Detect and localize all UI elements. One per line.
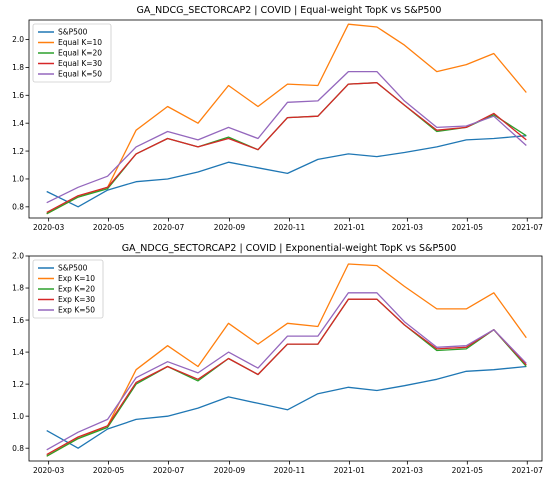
legend-label: Equal K=50 — [58, 70, 102, 79]
series-line-exp-k-10 — [46, 263, 527, 457]
plot-frame — [28, 19, 543, 219]
y-tick-label: 0.8 — [12, 444, 24, 453]
y-tick-label: 1.0 — [12, 175, 24, 184]
x-tick-label: 2021-01 — [334, 466, 366, 475]
series-line-equal-k-10 — [46, 23, 527, 215]
y-tick-label: 1.4 — [12, 119, 24, 128]
x-tick-label: 2021-03 — [392, 223, 424, 232]
y-tick-label: 1.8 — [12, 63, 24, 72]
legend-box — [32, 259, 104, 319]
x-tick-label: 2020-05 — [93, 223, 125, 232]
x-tick-label: 2020-03 — [33, 466, 65, 475]
series-line-exp-k-50 — [46, 292, 527, 451]
x-tick-label: 2020-05 — [93, 466, 125, 475]
exponential-weight-panel: 2020-03 2020-05 2020-07 2020-09 2020-11 2021-… — [12, 252, 543, 475]
legend-label: Exp K=30 — [58, 295, 95, 304]
x-tick-label: 2021-05 — [452, 223, 484, 232]
legend-label: S&P500 — [58, 264, 88, 273]
legend-label: Equal K=20 — [58, 49, 102, 58]
x-tick-label: 2020-03 — [33, 223, 65, 232]
x-tick-label: 2020-07 — [153, 223, 185, 232]
legend-label: Exp K=20 — [58, 285, 95, 294]
x-tick-label: 2020-09 — [214, 466, 246, 475]
y-tick-label: 1.2 — [12, 380, 24, 389]
legend-label: Exp K=50 — [58, 306, 95, 315]
series-line-equal-k-20 — [46, 82, 527, 215]
chart-title-2: GA_NDCG_SECTORCAP2 | COVID | Exponential… — [122, 243, 457, 254]
legend-label: Equal K=10 — [58, 38, 102, 47]
y-tick-label: 1.4 — [12, 348, 24, 357]
equal-weight-panel: 2020-03 2020-05 2020-07 2020-09 2020-11 2021-… — [12, 19, 544, 232]
x-tick-label: 2020-07 — [153, 466, 185, 475]
x-tick-label: 2021-05 — [452, 466, 484, 475]
series-line-equal-k-30 — [46, 82, 527, 213]
legend-box — [32, 23, 112, 83]
y-tick-label: 1.6 — [12, 91, 24, 100]
series-line-exp-k-20 — [46, 298, 527, 457]
x-tick-label: 2021-07 — [512, 466, 544, 475]
series-line-equal-k-50 — [46, 70, 527, 204]
y-tick-label: 1.8 — [12, 284, 24, 293]
chart-title-1: GA_NDCG_SECTORCAP2 | COVID | Equal-weigh… — [137, 5, 442, 16]
x-tick-label: 2020-09 — [214, 223, 246, 232]
plot-frame — [28, 255, 543, 462]
series-line-s-p500 — [46, 135, 527, 208]
x-tick-label: 2021-03 — [392, 466, 424, 475]
y-tick-label: 1.2 — [12, 147, 24, 156]
y-tick-label: 1.6 — [12, 316, 24, 325]
legend-label: Exp K=10 — [58, 274, 95, 283]
x-tick-label: 2020-11 — [274, 466, 306, 475]
series-line-s-p500 — [46, 365, 527, 449]
legend-label: Equal K=30 — [58, 59, 102, 68]
y-tick-label: 2.0 — [12, 35, 24, 44]
y-tick-label: 1.0 — [12, 412, 24, 421]
y-tick-label: 2.0 — [12, 252, 24, 261]
series-line-exp-k-30 — [46, 298, 527, 456]
x-tick-label: 2020-11 — [274, 223, 306, 232]
x-tick-label: 2021-01 — [334, 223, 366, 232]
y-tick-label: 0.8 — [12, 203, 24, 212]
legend-label: S&P500 — [58, 28, 88, 37]
x-tick-label: 2021-07 — [512, 223, 544, 232]
